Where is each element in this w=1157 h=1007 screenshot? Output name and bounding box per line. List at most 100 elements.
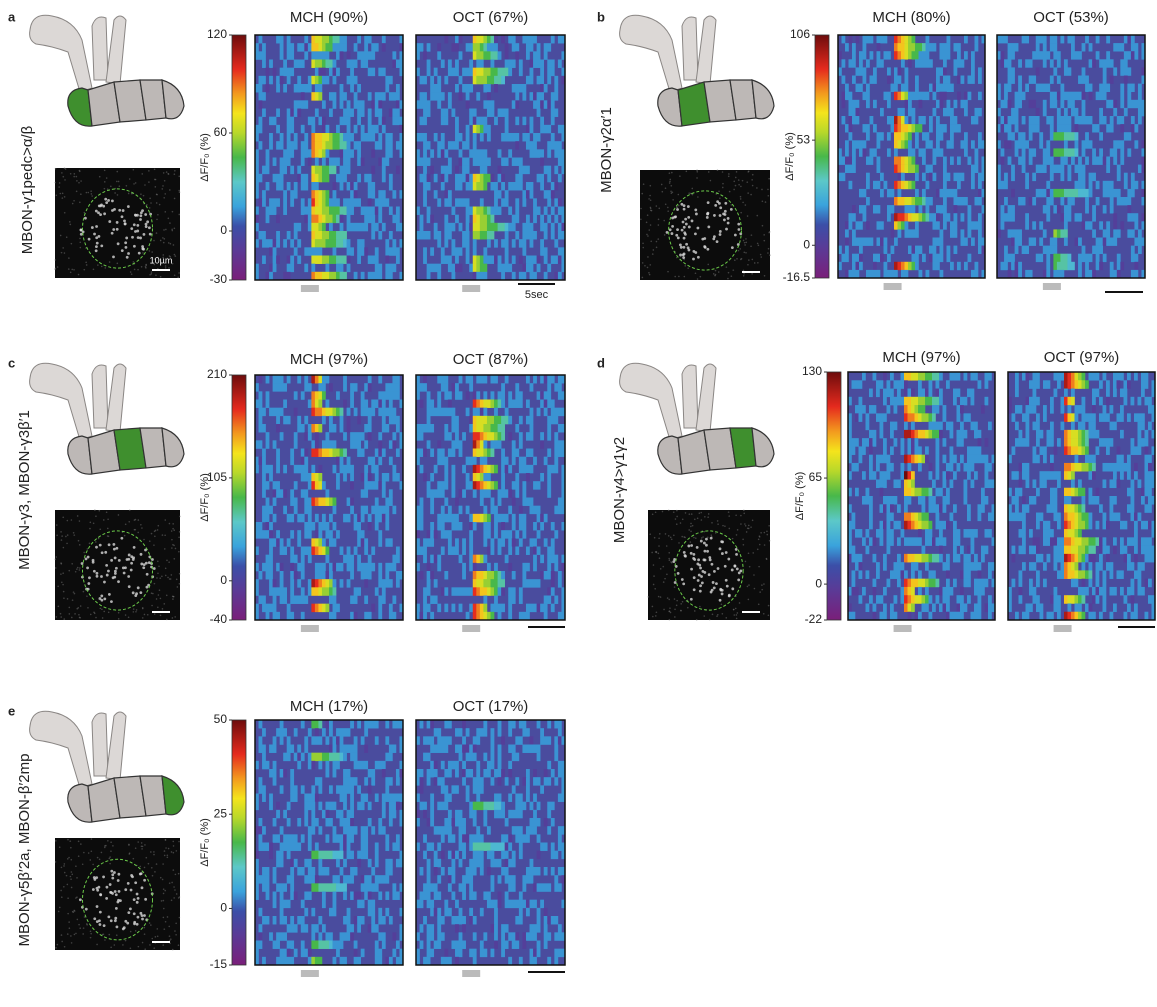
- heatmap-cell: [974, 587, 985, 596]
- heatmap-cell: [483, 465, 487, 473]
- micrograph-speckle: [103, 611, 105, 613]
- heatmap-cell: [494, 117, 498, 125]
- heatmap-cell: [940, 43, 951, 51]
- heatmap-cell: [494, 416, 501, 424]
- heatmap-cell: [483, 256, 494, 264]
- heatmap-cell: [466, 247, 470, 255]
- heatmap-cell: [540, 84, 544, 92]
- heatmap-cell: [905, 205, 916, 213]
- heatmap-cell: [329, 753, 340, 761]
- heatmap-cell: [1075, 413, 1079, 422]
- micrograph-speckle: [667, 207, 669, 209]
- micrograph-speckle: [114, 944, 116, 946]
- heatmap-cell: [269, 587, 287, 595]
- heatmap-cell: [361, 391, 365, 399]
- heatmap-cell: [530, 506, 541, 514]
- micrograph-speckle: [693, 588, 696, 591]
- heatmap-cell: [898, 165, 902, 173]
- heatmap-cell: [522, 247, 526, 255]
- heatmap-cell: [347, 264, 351, 272]
- heatmap-cell: [473, 239, 477, 247]
- heatmap-cell: [325, 149, 329, 157]
- heatmap-cell: [1082, 43, 1086, 51]
- heatmap-cell: [901, 35, 905, 43]
- heatmap-cell: [389, 207, 393, 215]
- micrograph-speckle: [111, 873, 114, 876]
- heatmap-cell: [455, 35, 459, 43]
- heatmap-cell: [501, 174, 505, 182]
- heatmap-cell: [1082, 372, 1086, 381]
- heatmap-cell: [1022, 496, 1026, 505]
- micrograph-speckle: [696, 546, 699, 549]
- micrograph-speckle: [675, 518, 677, 520]
- heatmap-cell: [336, 408, 340, 416]
- heatmap-cell: [1141, 389, 1145, 398]
- heatmap-cell: [1032, 221, 1036, 229]
- heatmap-cell: [437, 76, 441, 84]
- heatmap-cell: [420, 92, 427, 100]
- heatmap-cell: [1134, 238, 1145, 246]
- heatmap-cell: [1099, 413, 1110, 422]
- heatmap-cell: [852, 238, 873, 246]
- heatmap-cell: [466, 256, 470, 264]
- time-scale-label: 5sec: [525, 289, 549, 301]
- heatmap-cell: [455, 117, 459, 125]
- heatmap-cell: [880, 537, 884, 546]
- heatmap-cell: [371, 867, 375, 875]
- micrograph-speckle: [156, 194, 158, 196]
- heatmap-cell: [526, 51, 530, 59]
- heatmap-cell: [887, 254, 891, 262]
- micrograph-speckle: [143, 563, 146, 566]
- micrograph-speckle: [61, 252, 63, 254]
- micrograph-speckle: [139, 866, 141, 868]
- heatmap-cell: [392, 720, 403, 728]
- heatmap-cell: [389, 182, 393, 190]
- micrograph-speckle: [650, 185, 652, 187]
- heatmap-cell: [273, 481, 280, 489]
- heatmap-cell: [901, 124, 908, 132]
- micrograph-speckle: [54, 259, 56, 261]
- heatmap-cell: [318, 538, 322, 546]
- heatmap-cell: [430, 149, 434, 157]
- heatmap-cell: [526, 416, 533, 424]
- heatmap-cell: [483, 432, 487, 440]
- micrograph-speckle: [145, 857, 147, 859]
- heatmap-cell: [551, 223, 555, 231]
- heatmap-cell: [420, 76, 427, 84]
- micrograph-speckle: [704, 516, 706, 518]
- micrograph-speckle: [735, 514, 737, 516]
- micrograph-speckle: [163, 908, 165, 910]
- heatmap-cell: [287, 133, 291, 141]
- heatmap-cell: [255, 530, 269, 538]
- heatmap-cell: [1127, 603, 1131, 612]
- heatmap-cell: [382, 174, 386, 182]
- heatmap-cell: [378, 158, 382, 166]
- heatmap-cell: [1075, 140, 1079, 148]
- heatmap-cell: [1046, 213, 1050, 221]
- heatmap-cell: [304, 859, 311, 867]
- heatmap-cell: [308, 481, 312, 489]
- heatmap-cell: [981, 488, 985, 497]
- heatmap-cell: [908, 612, 912, 621]
- heatmap-cell: [1127, 148, 1131, 156]
- micrograph-speckle: [693, 558, 696, 561]
- heatmap-cell: [1075, 603, 1082, 612]
- heatmap-cell: [473, 141, 477, 149]
- heatmap-cell: [322, 900, 326, 908]
- heatmap-cell: [554, 198, 558, 206]
- micrograph-speckle: [158, 525, 160, 527]
- heatmap-cell: [347, 810, 354, 818]
- heatmap-cell: [266, 612, 270, 620]
- micrograph-speckle: [92, 864, 94, 866]
- micrograph-speckle: [724, 202, 727, 205]
- heatmap-cell: [466, 100, 470, 108]
- heatmap-cell: [318, 391, 322, 399]
- heatmap-cell: [487, 92, 491, 100]
- heatmap-cell: [483, 604, 487, 612]
- heatmap-cell: [385, 239, 389, 247]
- heatmap-cell: [845, 84, 849, 92]
- micrograph-speckle: [136, 923, 139, 926]
- heatmap-cell: [940, 246, 944, 254]
- heatmap-cell: [1015, 380, 1019, 389]
- heatmap-cell: [498, 547, 502, 555]
